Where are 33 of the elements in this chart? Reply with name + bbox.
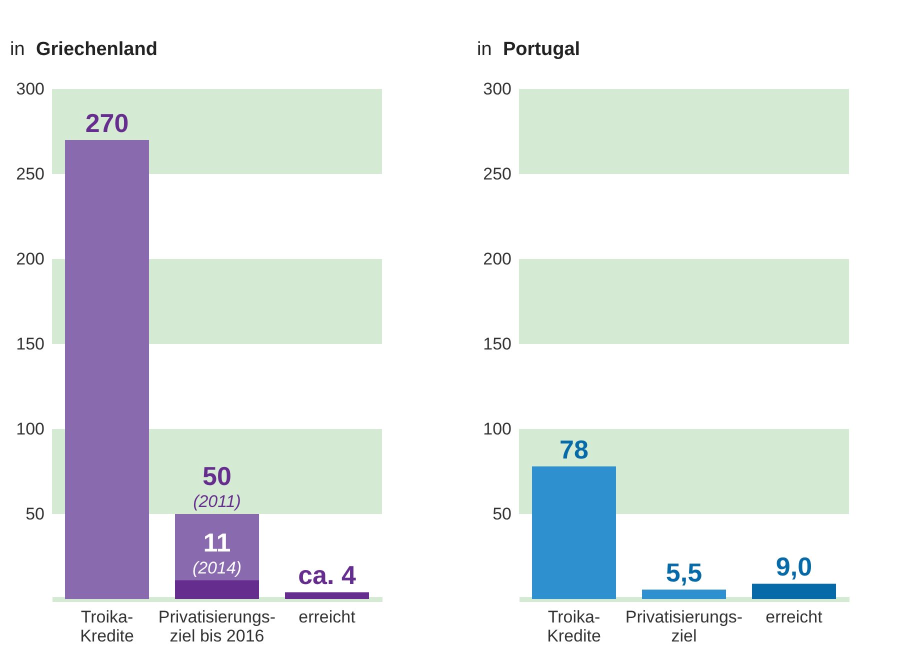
data-label: 9,0 bbox=[776, 552, 812, 582]
x-tick-label: Troika- Kredite bbox=[80, 608, 134, 646]
data-label: 270 bbox=[85, 108, 129, 138]
y-tick-label: 250 bbox=[483, 164, 512, 184]
text: 50 (2011) bbox=[193, 461, 241, 511]
y-tick-label: 300 bbox=[483, 80, 512, 98]
y-tick-label: 100 bbox=[16, 420, 44, 438]
data-label: ca. 4 bbox=[298, 560, 356, 590]
y-tick-label: 50 bbox=[492, 504, 512, 524]
bar bbox=[532, 466, 616, 599]
x-tick-label: erreicht bbox=[298, 608, 356, 626]
bar bbox=[65, 140, 149, 599]
x-tick-label: Privatisierungs- ziel bbox=[625, 608, 743, 646]
chart-title: in Griechenland bbox=[10, 39, 158, 60]
bar bbox=[285, 592, 369, 599]
x-tick-label: Troika- Kredite bbox=[547, 608, 601, 646]
data-label: 5,5 bbox=[666, 558, 702, 588]
bar bbox=[642, 590, 726, 599]
y-tick-label: 300 bbox=[16, 80, 44, 98]
y-tick-label: 50 bbox=[26, 504, 44, 524]
x-tick-label: erreicht bbox=[766, 608, 823, 626]
bar bbox=[175, 580, 259, 599]
y-tick-label: 200 bbox=[16, 250, 44, 268]
y-tick-label: 250 bbox=[16, 164, 44, 184]
x-tick-label: Privatisierungs- ziel bis 2016 bbox=[158, 608, 276, 646]
y-tick-label: 200 bbox=[483, 250, 512, 268]
data-label: 78 bbox=[560, 434, 588, 464]
y-tick-label: 150 bbox=[16, 334, 44, 354]
text: 11 (2014) bbox=[192, 527, 242, 578]
chart-title: in Portugal bbox=[477, 39, 580, 60]
y-tick-label: 100 bbox=[483, 420, 512, 438]
y-tick-label: 150 bbox=[483, 334, 512, 354]
bar bbox=[752, 584, 836, 599]
